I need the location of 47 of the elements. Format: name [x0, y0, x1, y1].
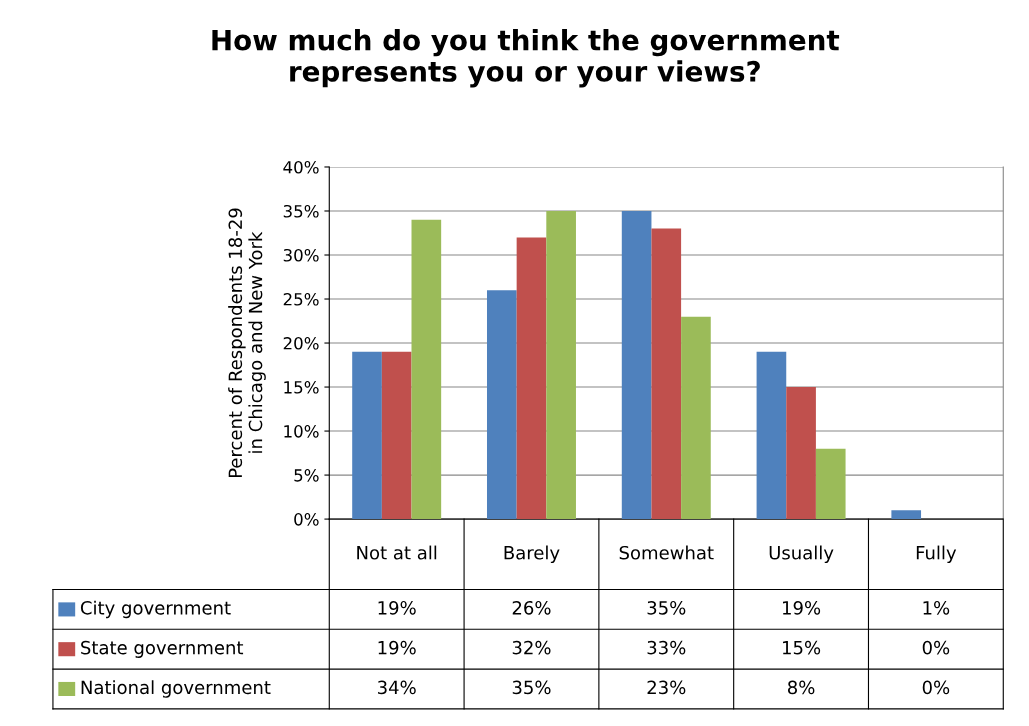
- data-label: 0%: [922, 680, 950, 695]
- bar: [486, 290, 517, 520]
- data-label: 15%: [782, 640, 821, 655]
- data-label: 26%: [512, 600, 551, 615]
- y-tick-label: 30%: [283, 248, 319, 262]
- legend-label: City government: [80, 600, 231, 619]
- x-tick-label: Somewhat: [619, 545, 714, 560]
- x-tick-label: Usually: [769, 545, 834, 564]
- y-axis-title: Percent of Respondents 18-29 in Chicago and New York: [228, 208, 266, 478]
- bar: [546, 210, 576, 520]
- x-tick-label: Fully: [916, 545, 957, 564]
- bar: [756, 351, 787, 520]
- data-label: 0%: [922, 640, 950, 655]
- y-tick-label: 0%: [294, 513, 319, 526]
- legend-label: State government: [81, 640, 244, 658]
- y-tick-label: 35%: [283, 204, 319, 218]
- bar: [891, 510, 922, 520]
- x-tick-label: Barely: [504, 545, 560, 564]
- bar: [651, 228, 682, 520]
- bar: [786, 387, 816, 520]
- data-label: 19%: [378, 640, 416, 655]
- y-tick-label: 25%: [283, 292, 319, 306]
- y-tick-label: 15%: [284, 381, 319, 394]
- data-label: 32%: [512, 640, 551, 655]
- bar: [681, 316, 711, 520]
- bar: [516, 237, 547, 520]
- data-label: 19%: [782, 600, 821, 615]
- data-label: 8%: [787, 680, 815, 695]
- y-tick-label: 10%: [284, 425, 319, 438]
- y-tick-label: 20%: [283, 337, 319, 350]
- data-label: 35%: [512, 680, 551, 695]
- chart-title: How much do you think the government represents you or your views?: [212, 29, 840, 88]
- bar: [352, 351, 382, 520]
- data-label: 35%: [647, 600, 686, 615]
- x-tick-label: Not at all: [357, 545, 437, 560]
- bar: [411, 219, 442, 520]
- y-tick-label: 40%: [283, 160, 319, 174]
- legend-label: National government: [81, 680, 271, 698]
- data-label: 34%: [377, 680, 416, 695]
- data-label: 19%: [378, 600, 416, 615]
- bar: [621, 210, 652, 520]
- data-label: 33%: [647, 640, 686, 655]
- data-label: 23%: [647, 680, 686, 695]
- y-tick-label: 5%: [294, 469, 319, 482]
- data-label: 1%: [923, 600, 950, 615]
- bar: [815, 448, 846, 520]
- bar: [381, 351, 412, 520]
